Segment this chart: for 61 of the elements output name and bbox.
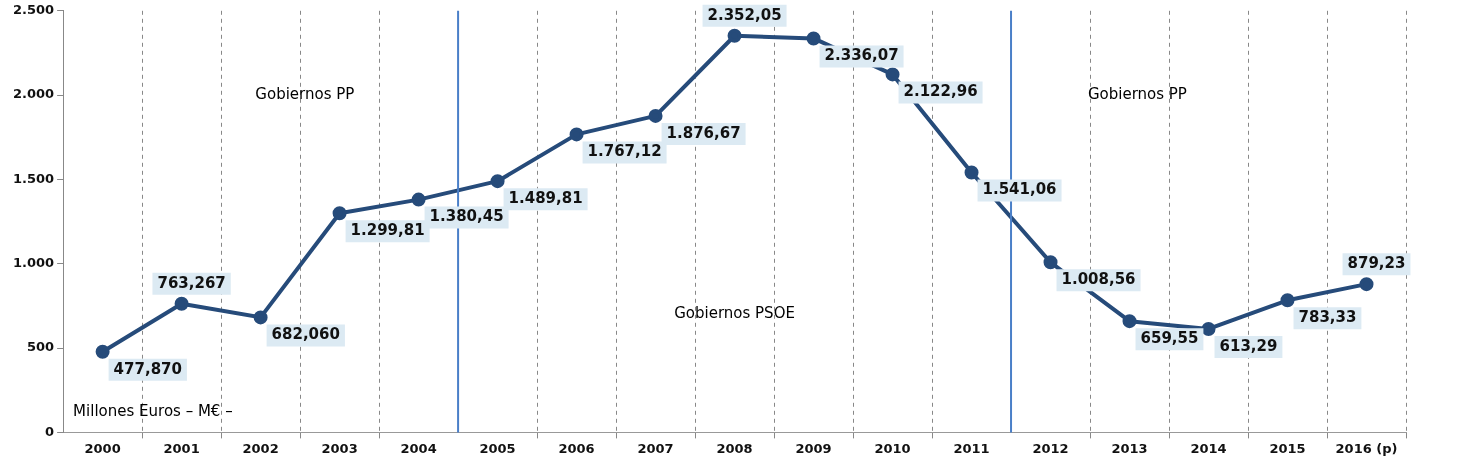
point xyxy=(411,192,426,207)
x-tick-label: 2015 xyxy=(1269,440,1306,456)
data-label: 1.876,67 xyxy=(666,123,741,142)
data-label: 477,870 xyxy=(113,359,182,378)
x-tick-label: 2004 xyxy=(400,440,437,456)
point xyxy=(253,310,268,325)
annotation: Gobiernos PP xyxy=(1087,85,1187,104)
point xyxy=(806,31,821,46)
y-tick-label: 500 xyxy=(26,339,55,355)
x-tick-label: 2010 xyxy=(874,440,911,456)
x-tick-label: 2013 xyxy=(1111,440,1148,456)
data-label: 1.008,56 xyxy=(1061,270,1136,289)
y-tick-label: 0 xyxy=(45,423,55,439)
data-label: 682,060 xyxy=(271,325,340,344)
data-label: 763,267 xyxy=(157,273,226,292)
data-label: 2.336,07 xyxy=(824,46,899,65)
x-tick-label: 2016 (p) xyxy=(1335,440,1398,456)
x-tick-label: 2014 xyxy=(1190,440,1227,456)
x-tick-label: 2006 xyxy=(558,440,595,456)
x-tick-label: 2000 xyxy=(84,440,121,456)
point xyxy=(332,206,347,221)
point xyxy=(1043,255,1058,270)
point xyxy=(964,165,979,180)
y-tick-label: 2.000 xyxy=(13,86,55,102)
x-tick-label: 2001 xyxy=(163,440,200,456)
data-label: 879,23 xyxy=(1347,254,1406,273)
y-tick-label: 1.500 xyxy=(13,170,55,186)
x-tick-label: 2012 xyxy=(1032,440,1069,456)
data-label: 783,33 xyxy=(1298,308,1357,327)
data-label: 1.767,12 xyxy=(587,142,662,161)
data-label: 2.352,05 xyxy=(707,5,782,24)
x-tick-label: 2003 xyxy=(321,440,358,456)
point xyxy=(1359,277,1374,292)
point xyxy=(95,344,110,359)
x-tick-label: 2009 xyxy=(795,440,832,456)
annotation: Gobiernos PSOE xyxy=(674,304,795,323)
data-label: 1.299,81 xyxy=(350,221,425,240)
point xyxy=(569,127,584,142)
point xyxy=(727,28,742,43)
point xyxy=(174,296,189,311)
point xyxy=(885,67,900,82)
y-tick-label: 1.000 xyxy=(13,255,55,271)
data-label: 1.380,45 xyxy=(429,207,504,226)
data-label: 659,55 xyxy=(1140,329,1199,348)
point xyxy=(1280,293,1295,308)
point xyxy=(490,174,505,189)
x-tick-label: 2007 xyxy=(637,440,674,456)
annotation: Gobiernos PP xyxy=(255,85,355,104)
annotation: Millones Euros – M€ – xyxy=(73,402,233,421)
x-tick-label: 2005 xyxy=(479,440,516,456)
data-label: 2.122,96 xyxy=(903,82,978,101)
x-tick-label: 2002 xyxy=(242,440,279,456)
x-tick-label: 2011 xyxy=(953,440,990,456)
y-tick-label: 2.500 xyxy=(13,2,55,18)
data-label: 1.489,81 xyxy=(508,189,583,208)
data-label: 1.541,06 xyxy=(982,180,1057,199)
point xyxy=(648,108,663,123)
point xyxy=(1201,321,1216,336)
data-label: 613,29 xyxy=(1219,336,1278,355)
x-tick-label: 2008 xyxy=(716,440,753,456)
point xyxy=(1122,314,1137,329)
